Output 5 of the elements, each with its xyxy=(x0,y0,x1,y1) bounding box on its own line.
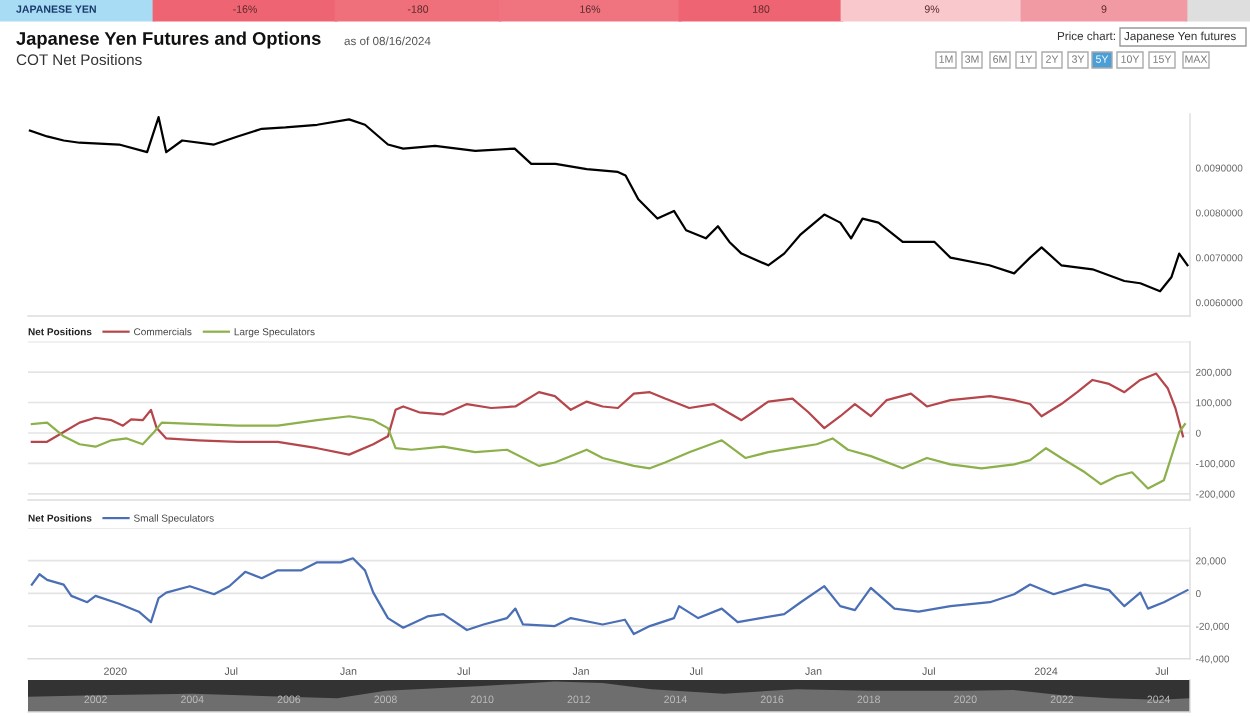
line-series xyxy=(30,415,1187,490)
line-series xyxy=(28,116,1189,293)
chart-title: Japanese Yen Futures and Options xyxy=(16,31,321,49)
line-series xyxy=(30,557,1189,636)
line-series xyxy=(30,372,1185,456)
